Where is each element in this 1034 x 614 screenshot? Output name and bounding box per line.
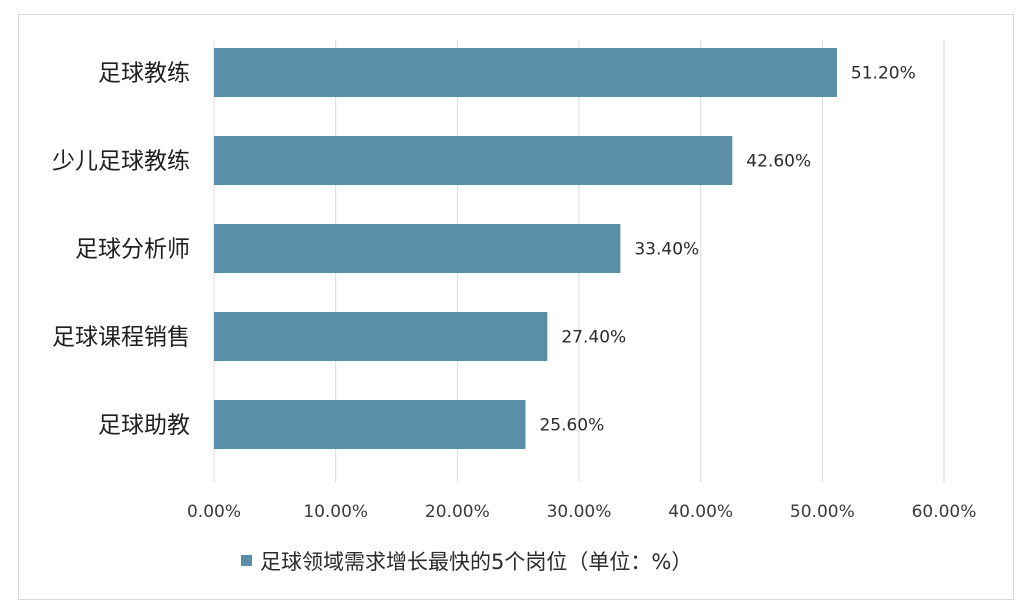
data-label: 25.60% [539,416,604,436]
x-tick-label: 0.00% [187,502,241,522]
category-label: 足球课程销售 [52,325,190,351]
bar [214,312,548,361]
bars [214,48,837,449]
bar [214,400,526,449]
bar [214,136,733,185]
x-tick-label: 50.00% [790,502,855,522]
legend-swatch [241,555,252,566]
category-label: 足球助教 [98,413,190,439]
bar [214,224,621,273]
data-label: 42.60% [746,152,811,172]
data-label: 33.40% [634,240,699,260]
data-labels: 51.20% 42.60% 33.40% 27.40% 25.60% [539,64,915,436]
x-tick-label: 10.00% [303,502,368,522]
x-tick-label: 30.00% [547,502,612,522]
x-tick-label: 40.00% [668,502,733,522]
data-label: 51.20% [851,64,916,84]
x-tick-label: 60.00% [912,502,977,522]
category-label: 足球分析师 [75,237,190,263]
x-axis-tick-labels: 0.00% 10.00% 20.00% 30.00% 40.00% 50.00% 60.00… [187,502,976,522]
x-tick-label: 20.00% [425,502,490,522]
category-label: 足球教练 [98,61,190,87]
legend: 足球领域需求增长最快的5个岗位（单位：%） [241,550,692,574]
data-label: 27.40% [561,328,626,348]
legend-label: 足球领域需求增长最快的5个岗位（单位：%） [260,550,692,574]
bar [214,48,837,97]
category-label: 少儿足球教练 [52,149,190,175]
chart-frame [18,14,1014,600]
